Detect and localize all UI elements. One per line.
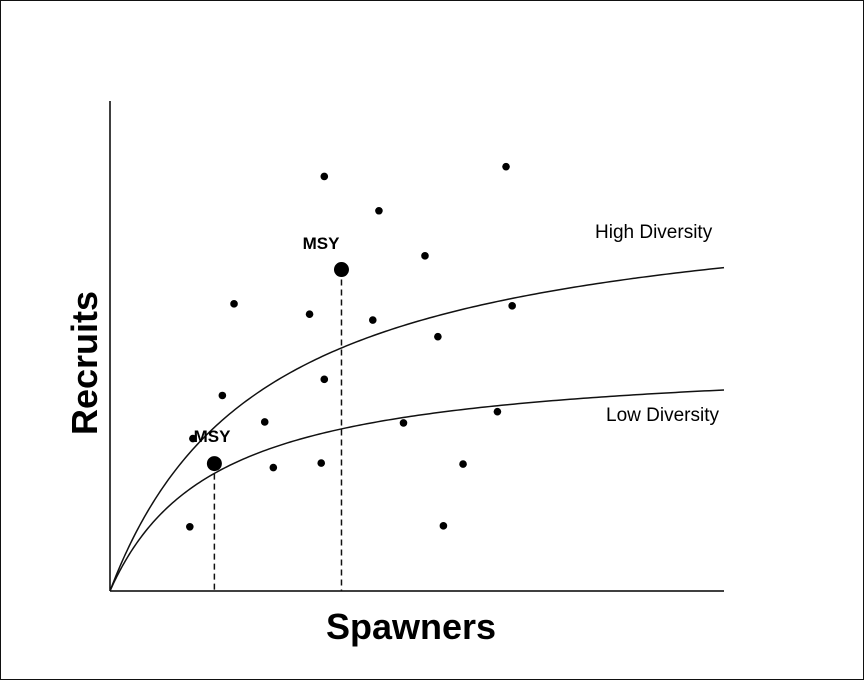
scatter-point [317, 459, 326, 467]
low-diversity-label: Low Diversity [606, 405, 719, 426]
scatter-point [439, 522, 448, 530]
low-msy-label: MSY [194, 427, 232, 446]
scatter-point [320, 172, 329, 181]
msy-points [206, 262, 349, 472]
msy-dashed-lines [213, 269, 343, 591]
scatter-point [459, 460, 467, 468]
scatter-point [260, 418, 269, 426]
low-diversity-curve [109, 389, 725, 592]
scatter-point [320, 375, 329, 384]
high-diversity-curve [109, 266, 725, 592]
high-diversity-msy-point [333, 262, 349, 278]
y-axis-title: Recruits [64, 291, 105, 435]
scatter-point [189, 434, 197, 443]
x-axis-title: Spawners [326, 606, 496, 647]
scatter-points [186, 162, 516, 531]
scatter-point [230, 300, 238, 308]
scatter-point [493, 407, 502, 416]
scatter-point [375, 206, 383, 215]
curves [109, 266, 725, 592]
scatter-point [421, 252, 429, 260]
scatter-point [186, 523, 194, 531]
scatter-point [269, 463, 278, 472]
low-diversity-msy-point [206, 456, 222, 472]
scatter-point [434, 332, 442, 341]
scatter-point [508, 302, 516, 310]
scatter-point [305, 310, 314, 318]
axes [109, 101, 724, 592]
scatter-point [399, 419, 408, 427]
high-msy-label: MSY [303, 234, 341, 253]
high-diversity-label: High Diversity [595, 222, 713, 243]
scatter-point [218, 391, 227, 400]
scatter-point [368, 316, 377, 324]
scatter-point [502, 162, 510, 171]
